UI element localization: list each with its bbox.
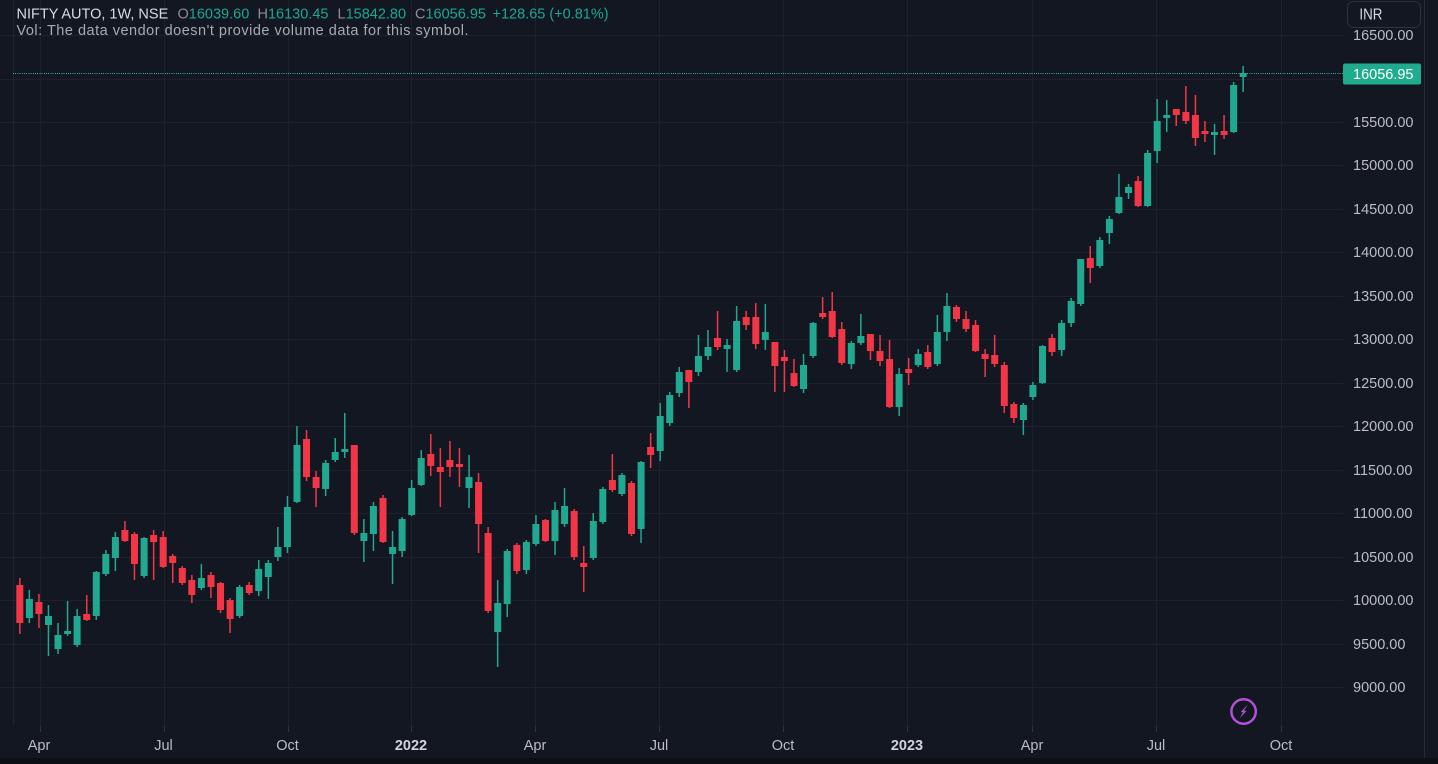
svg-text:9000.00: 9000.00 [1353, 680, 1405, 696]
svg-text:Jul: Jul [1147, 738, 1166, 754]
svg-text:14500.00: 14500.00 [1353, 202, 1413, 218]
svg-text:Oct: Oct [772, 738, 795, 754]
svg-text:Vol: The data vendor doesn't p: Vol: The data vendor doesn't provide vol… [17, 23, 470, 39]
svg-text:Jul: Jul [154, 738, 173, 754]
svg-text:10000.00: 10000.00 [1353, 593, 1413, 609]
svg-text:INR: INR [1359, 7, 1382, 24]
svg-text:15000.00: 15000.00 [1353, 158, 1413, 174]
svg-text:NIFTY AUTO, 1W, NSE: NIFTY AUTO, 1W, NSE [17, 7, 169, 23]
svg-text:11000.00: 11000.00 [1353, 506, 1412, 522]
svg-text:Apr: Apr [524, 738, 547, 754]
svg-text:Apr: Apr [28, 738, 51, 754]
svg-text:11500.00: 11500.00 [1353, 463, 1412, 479]
svg-text:Apr: Apr [1021, 738, 1044, 754]
svg-text:Oct: Oct [276, 738, 299, 754]
svg-text:13500.00: 13500.00 [1353, 289, 1413, 305]
svg-text:H16130.45: H16130.45 [258, 7, 329, 23]
svg-text:2022: 2022 [395, 738, 427, 754]
svg-text:10500.00: 10500.00 [1353, 550, 1413, 566]
svg-text:12000.00: 12000.00 [1353, 419, 1413, 435]
svg-text:L15842.80: L15842.80 [338, 7, 407, 23]
svg-text:13000.00: 13000.00 [1353, 332, 1413, 348]
svg-text:C16056.95: C16056.95 [415, 7, 486, 23]
svg-text:12500.00: 12500.00 [1353, 376, 1413, 392]
svg-text:15500.00: 15500.00 [1353, 115, 1413, 131]
svg-text:14000.00: 14000.00 [1353, 245, 1413, 261]
svg-text:9500.00: 9500.00 [1353, 637, 1405, 653]
svg-text:O16039.60: O16039.60 [178, 7, 250, 23]
svg-text:16056.95: 16056.95 [1353, 67, 1413, 83]
svg-text:Jul: Jul [650, 738, 669, 754]
svg-text:+128.65 (+0.81%): +128.65 (+0.81%) [493, 7, 609, 23]
svg-text:Oct: Oct [1270, 738, 1293, 754]
svg-text:2023: 2023 [891, 738, 923, 754]
svg-text:16500.00: 16500.00 [1353, 28, 1413, 44]
